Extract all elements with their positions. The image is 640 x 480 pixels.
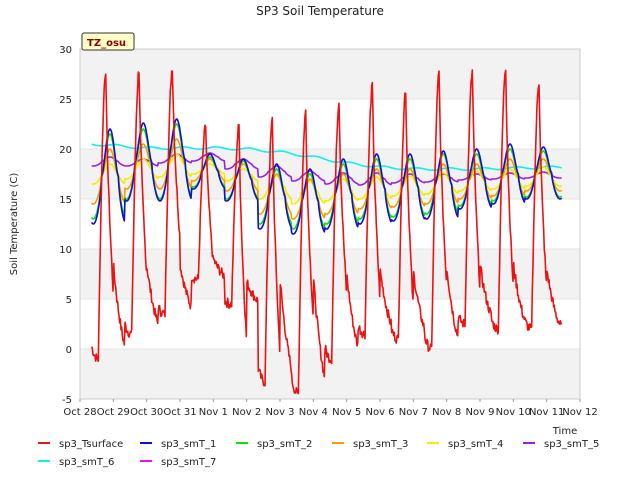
y-axis-title: Soil Temperature (C) (9, 173, 20, 276)
y-tick-label: 10 (59, 245, 72, 256)
legend-label: sp3_Tsurface (59, 439, 123, 450)
legend-label: sp3_smT_1 (161, 439, 216, 450)
legend-label: sp3_smT_6 (59, 457, 114, 468)
x-tick-label: Nov 5 (332, 407, 361, 418)
x-axis: Oct 28 Oct 29 Oct 30 Oct 31 Nov 1 Nov 2 Nov 3 N… (63, 399, 598, 418)
x-tick-label: Nov 11 (529, 407, 564, 418)
chart-title: SP3 Soil Temperature (256, 4, 384, 18)
legend-item-sp3_smT_3: sp3_smT_3 (332, 439, 408, 450)
legend-item-sp3_smT_2: sp3_smT_2 (236, 439, 312, 450)
y-tick-label: 30 (59, 45, 72, 56)
x-tick-label: Nov 1 (199, 407, 228, 418)
grid-band (80, 249, 580, 299)
x-tick-label: Nov 9 (465, 407, 494, 418)
x-tick-label: Nov 2 (232, 407, 261, 418)
legend-label: sp3_smT_7 (161, 457, 216, 468)
x-tick-label: Nov 8 (432, 407, 461, 418)
series-lines (90, 69, 563, 395)
legend-item-sp3_smT_7: sp3_smT_7 (140, 457, 216, 468)
y-tick-label: 25 (59, 95, 72, 106)
legend-item-sp3_Tsurface: sp3_Tsurface (38, 439, 123, 450)
legend-item-sp3_smT_5: sp3_smT_5 (523, 439, 599, 450)
x-tick-label: Nov 12 (562, 407, 597, 418)
x-tick-label: Nov 3 (265, 407, 294, 418)
station-badge-box (81, 32, 135, 51)
legend: sp3_Tsurface sp3_smT_1 sp3_smT_2 sp3_smT_3 s… (38, 439, 599, 468)
legend-label: sp3_smT_4 (448, 439, 503, 450)
legend-label: sp3_smT_3 (353, 439, 408, 450)
x-tick-label: Nov 10 (496, 407, 531, 418)
x-tick-label: Oct 29 (97, 407, 130, 418)
grid-band (80, 49, 580, 99)
x-axis-title: Time (552, 426, 577, 437)
x-tick-label: Nov 6 (365, 407, 394, 418)
x-tick-label: Oct 31 (163, 407, 196, 418)
x-tick-label: Nov 4 (299, 407, 328, 418)
y-tick-label: 0 (66, 345, 72, 356)
legend-label: sp3_smT_5 (544, 439, 599, 450)
y-axis: -5 0 5 10 15 20 25 30 (59, 45, 72, 406)
plot-frame (79, 48, 581, 400)
grid-bands (80, 49, 580, 399)
legend-label: sp3_smT_2 (257, 439, 312, 450)
series-line-sp3_smT_3 (91, 138, 563, 220)
x-tick-label: Oct 30 (130, 407, 163, 418)
station-badge-label: TZ_osu (87, 38, 126, 49)
x-tick-label: Oct 28 (63, 407, 96, 418)
y-tick-label: 20 (59, 145, 72, 156)
series-line-sp3_smT_1 (91, 118, 563, 235)
grid-band (80, 349, 580, 399)
y-tick-label: -5 (62, 395, 72, 406)
legend-item-sp3_smT_4: sp3_smT_4 (427, 439, 503, 450)
station-badge: TZ_osu (81, 32, 135, 51)
legend-item-sp3_smT_1: sp3_smT_1 (140, 439, 216, 450)
y-tick-label: 15 (59, 195, 72, 206)
grid-band (80, 149, 580, 199)
legend-item-sp3_smT_6: sp3_smT_6 (38, 457, 114, 468)
y-tick-label: 5 (66, 295, 72, 306)
series-line-sp3_Tsurface (90, 69, 563, 395)
x-tick-label: Nov 7 (399, 407, 428, 418)
